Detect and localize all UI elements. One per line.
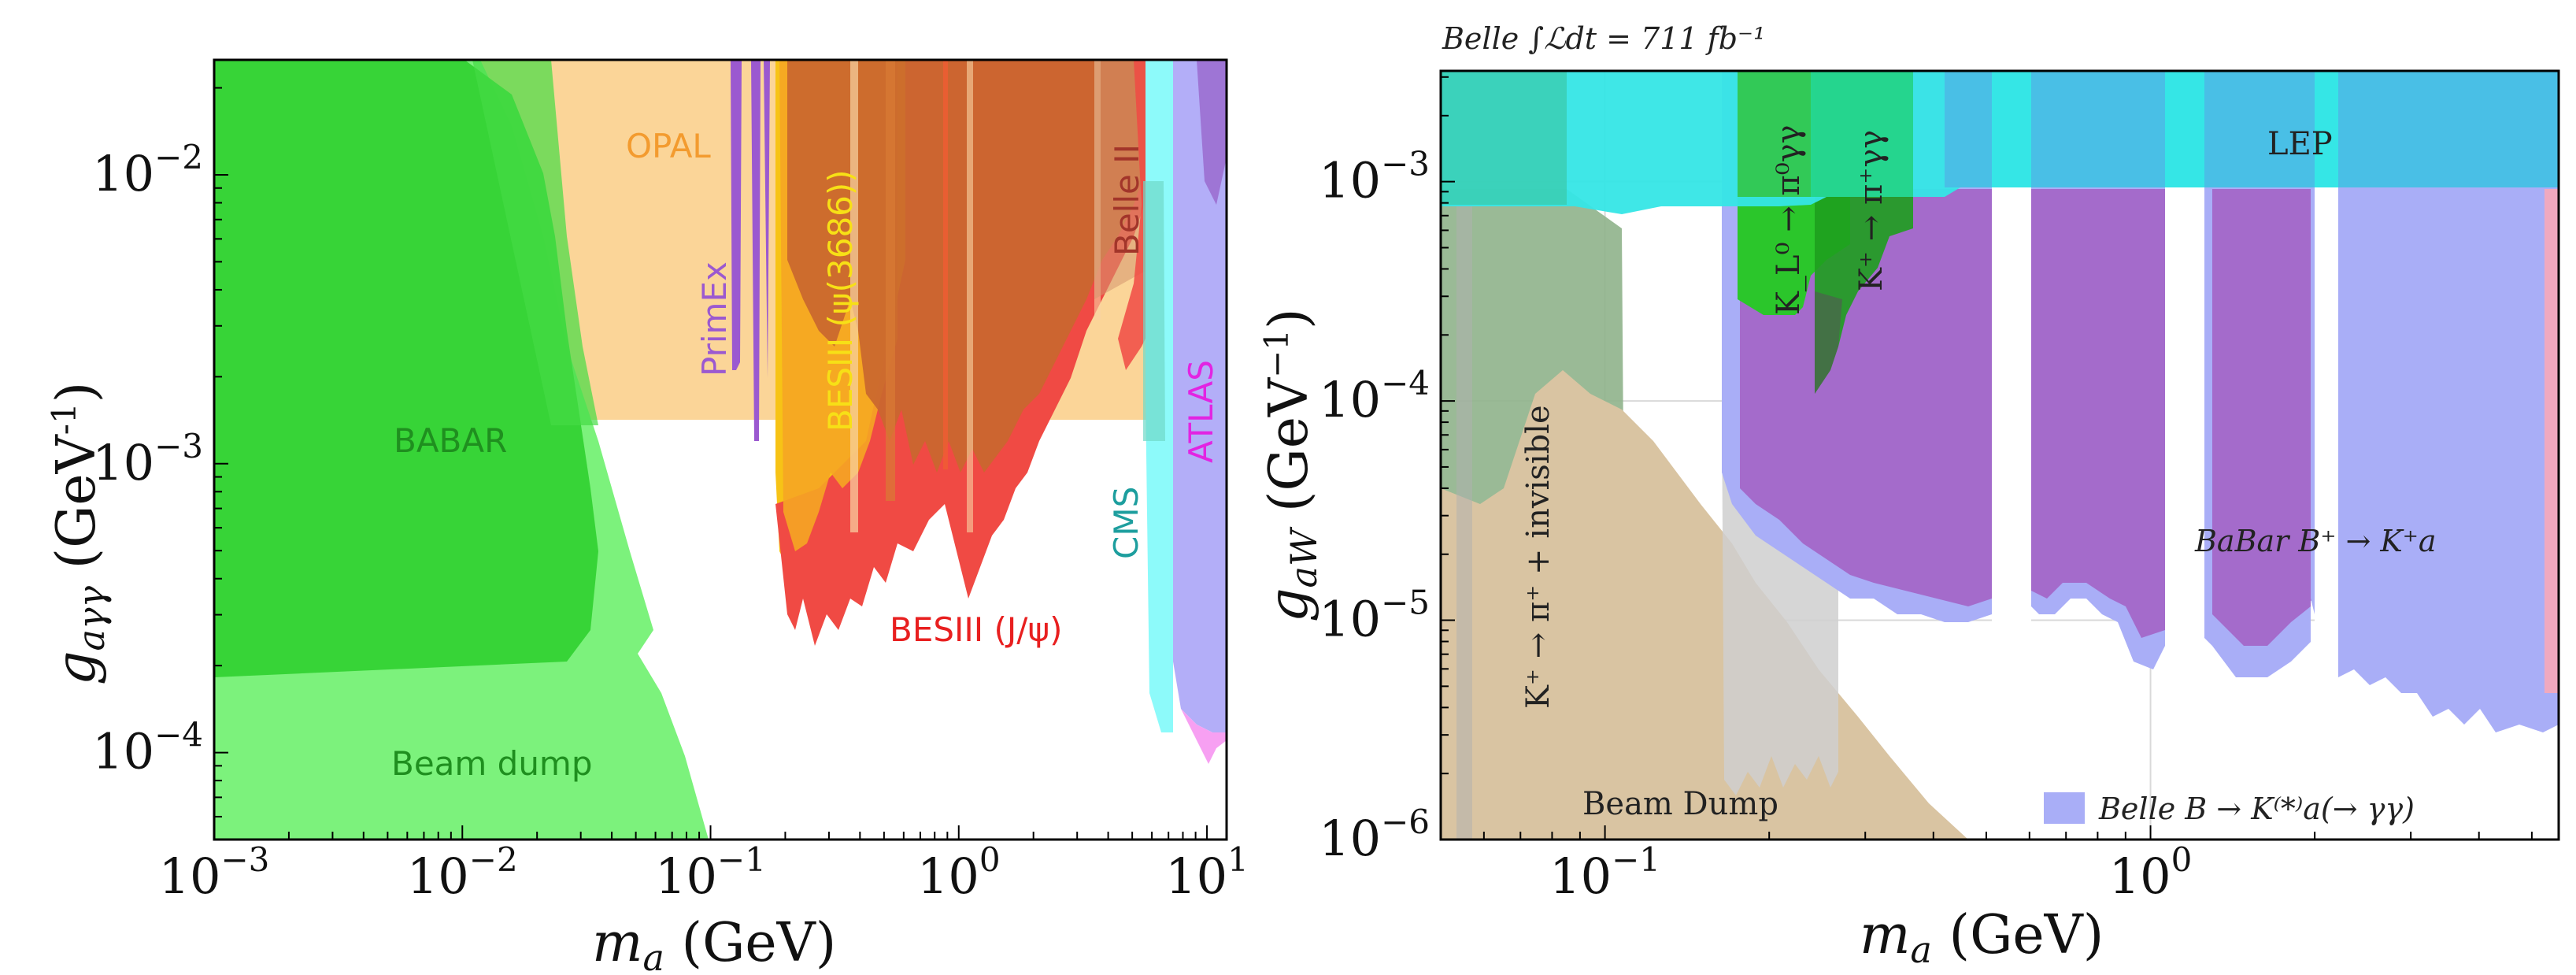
x-tick-label: 100 <box>917 840 1001 905</box>
label-beam-dump: Beam dump <box>391 744 593 783</box>
legend-swatch <box>2044 792 2085 824</box>
x-tick-label: 10−1 <box>1549 840 1660 905</box>
y-tick-label: 10−4 <box>1319 364 1430 428</box>
x-tick-label: 10−1 <box>655 840 766 905</box>
y-tick-label: 10−2 <box>92 138 203 202</box>
right-y-axis-label: gaW (GeV−1) <box>1257 308 1325 622</box>
legend-label: Belle B → K⁽*⁾a(→ γγ) <box>2098 791 2415 826</box>
y-tick-label: 10−4 <box>92 716 203 780</box>
label-k-pi-gg: K⁺ → π⁺γγ <box>1853 130 1889 291</box>
region-primex <box>731 60 770 441</box>
label-besiii-psi3686: BESIII (ψ(3686)) <box>821 169 860 432</box>
y-tick-label: 10−3 <box>92 427 203 491</box>
label-cms: CMS <box>1107 487 1146 559</box>
legend: Belle B → K⁽*⁾a(→ γγ) <box>2044 791 2415 826</box>
left-chart: OPAL Beam dump BABAR PrimEx BESIII (ψ(36… <box>45 58 1249 975</box>
x-tick-label: 100 <box>2109 840 2193 905</box>
label-babar: BABAR <box>394 421 507 460</box>
left-x-axis-label: ma (GeV) <box>592 912 836 975</box>
right-chart-title: Belle ∫ℒdt = 711 fb⁻¹ <box>1442 21 1765 56</box>
x-tick-label: 101 <box>1165 840 1249 905</box>
label-babar-r: BaBar B⁺ → K⁺a <box>2194 524 2437 558</box>
label-primex: PrimEx <box>695 261 734 376</box>
left-y-axis-label: gaγγ (GeV-1) <box>45 382 113 685</box>
right-chart: Belle ∫ℒdt = 711 fb⁻¹ <box>1257 21 2560 971</box>
right-x-axis-label: ma (GeV) <box>1860 904 2104 971</box>
region-belle-ii <box>787 60 1165 473</box>
label-kl-pi0-gg: K_L⁰ → π⁰γγ <box>1771 124 1807 315</box>
y-tick-label: 10−3 <box>1319 145 1430 209</box>
label-lep: LEP <box>2267 126 2333 162</box>
y-tick-label: 10−5 <box>1319 584 1430 648</box>
label-beam-dump-r: Beam Dump <box>1582 786 1778 822</box>
label-k-pi-invisible: K⁺ → π⁺ + invisible <box>1520 405 1556 709</box>
region-atlas <box>1173 60 1227 732</box>
y-tick-label: 10−6 <box>1319 803 1430 867</box>
left-plot-frame <box>213 58 1228 841</box>
label-besiii-jpsi: BESIII (J/ψ) <box>890 610 1063 649</box>
right-plot-frame <box>1439 69 2560 841</box>
x-tick-label: 10−3 <box>159 840 270 905</box>
x-tick-label: 10−2 <box>407 840 518 905</box>
label-belle-ii: Belle II <box>1108 144 1146 256</box>
label-atlas: ATLAS <box>1182 360 1220 463</box>
region-babar <box>214 60 598 677</box>
label-opal: OPAL <box>626 127 711 165</box>
